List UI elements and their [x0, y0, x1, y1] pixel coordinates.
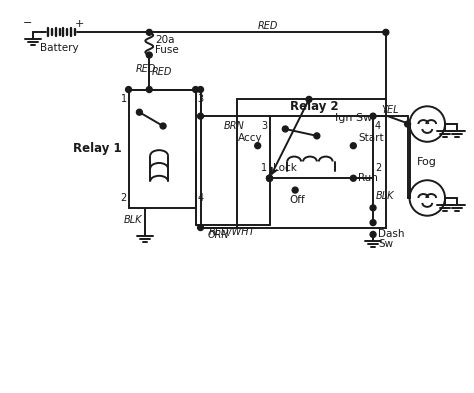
Circle shape — [198, 86, 203, 92]
Text: Battery: Battery — [40, 43, 79, 53]
Text: YEL: YEL — [381, 105, 399, 115]
Text: Relay 1: Relay 1 — [73, 142, 121, 155]
Circle shape — [146, 86, 152, 92]
Text: Off: Off — [289, 195, 305, 205]
Text: Accy: Accy — [238, 133, 263, 143]
Text: BLK: BLK — [124, 215, 142, 225]
Circle shape — [314, 133, 320, 139]
Text: 3: 3 — [262, 121, 267, 131]
Circle shape — [283, 126, 288, 132]
Text: RED/WHT: RED/WHT — [209, 228, 255, 237]
Text: 1: 1 — [262, 163, 267, 173]
Text: Lock: Lock — [273, 163, 297, 173]
Circle shape — [198, 224, 203, 231]
Circle shape — [266, 175, 273, 181]
Circle shape — [255, 143, 261, 149]
Circle shape — [160, 123, 166, 129]
Circle shape — [146, 52, 152, 58]
Circle shape — [266, 175, 273, 181]
Text: RED: RED — [152, 67, 173, 77]
Text: BRN: BRN — [224, 121, 245, 131]
Circle shape — [306, 96, 312, 102]
Circle shape — [126, 86, 131, 92]
Text: Start: Start — [358, 133, 384, 143]
Text: 4: 4 — [198, 193, 204, 203]
Text: Ign Sw: Ign Sw — [335, 113, 372, 123]
Circle shape — [350, 143, 356, 149]
Circle shape — [383, 29, 389, 35]
Text: 4: 4 — [375, 121, 381, 131]
Circle shape — [146, 29, 152, 35]
Circle shape — [370, 113, 376, 119]
Text: RED: RED — [136, 64, 156, 74]
Text: Fuse: Fuse — [155, 45, 179, 55]
Text: 2: 2 — [120, 193, 127, 203]
Circle shape — [137, 109, 142, 115]
Text: BLK: BLK — [376, 191, 394, 201]
Circle shape — [370, 231, 376, 237]
Text: Fog: Fog — [417, 156, 437, 167]
Text: −: − — [23, 18, 33, 28]
Text: Dash: Dash — [378, 230, 404, 239]
Text: +: + — [74, 20, 84, 29]
Text: 1: 1 — [120, 94, 127, 105]
Circle shape — [405, 121, 410, 127]
Circle shape — [292, 187, 298, 193]
Circle shape — [192, 86, 199, 92]
Circle shape — [198, 113, 203, 119]
Text: ORN: ORN — [208, 230, 229, 241]
Circle shape — [370, 220, 376, 226]
Bar — [128, 90, 196, 208]
Bar — [270, 116, 373, 178]
Text: Relay 2: Relay 2 — [290, 100, 338, 113]
Text: 2: 2 — [375, 163, 381, 173]
Text: Run: Run — [358, 173, 378, 183]
Bar — [237, 99, 386, 228]
Text: Sw: Sw — [378, 239, 393, 249]
Text: 3: 3 — [198, 94, 204, 105]
Text: RED: RED — [257, 22, 278, 31]
Circle shape — [370, 205, 376, 211]
Circle shape — [266, 175, 273, 181]
Circle shape — [350, 175, 356, 181]
Text: 20a: 20a — [155, 35, 175, 45]
